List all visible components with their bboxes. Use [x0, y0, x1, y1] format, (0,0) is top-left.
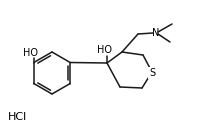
Text: HO: HO: [23, 48, 38, 58]
Text: HCl: HCl: [8, 112, 27, 122]
Text: HO: HO: [97, 45, 112, 55]
Text: S: S: [148, 68, 154, 78]
Text: N: N: [152, 28, 159, 38]
